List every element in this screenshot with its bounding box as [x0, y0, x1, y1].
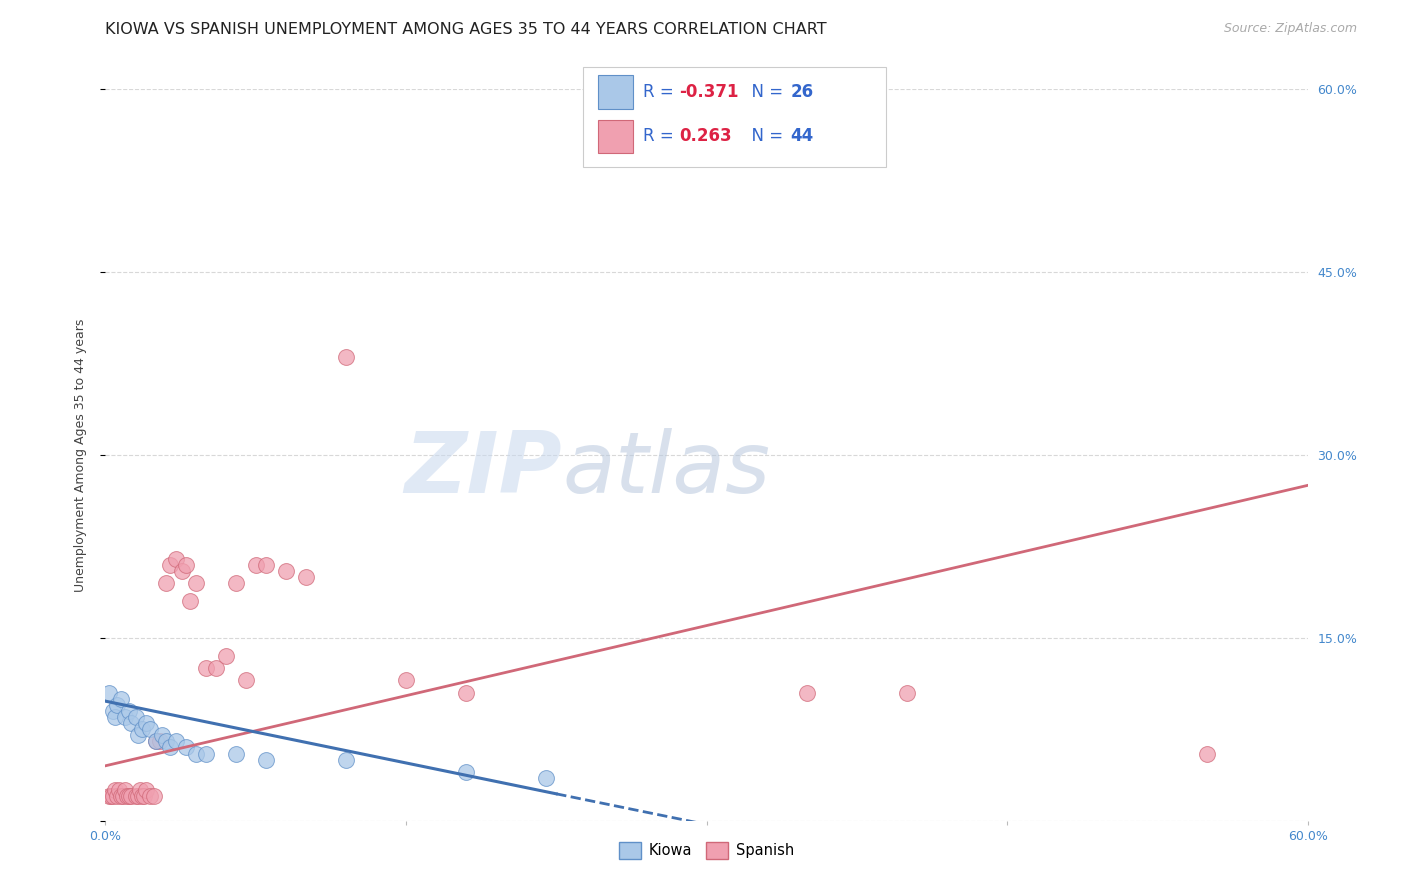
- Point: [132, 789, 155, 804]
- Point: [454, 686, 477, 700]
- Point: [254, 753, 277, 767]
- Point: [118, 789, 141, 804]
- Legend: Kiowa, Spanish: Kiowa, Spanish: [613, 836, 800, 864]
- Point: [184, 747, 207, 761]
- Point: [1197, 747, 1219, 761]
- Point: [131, 789, 153, 804]
- Point: [121, 789, 143, 804]
- Point: [194, 747, 217, 761]
- Point: [184, 576, 207, 591]
- Point: [110, 691, 132, 706]
- Point: [103, 789, 125, 804]
- Point: [165, 551, 187, 566]
- Point: [107, 789, 129, 804]
- Text: ZIP: ZIP: [405, 428, 562, 511]
- Point: [174, 558, 197, 572]
- Point: [104, 783, 127, 797]
- Point: [114, 710, 136, 724]
- Point: [145, 734, 167, 748]
- Text: R =: R =: [643, 83, 679, 101]
- Point: [138, 723, 160, 737]
- Point: [150, 728, 173, 742]
- Text: 26: 26: [790, 83, 813, 101]
- Point: [896, 686, 918, 700]
- Point: [138, 789, 160, 804]
- Point: [135, 716, 157, 731]
- Point: [454, 764, 477, 779]
- Point: [142, 789, 165, 804]
- Point: [159, 558, 181, 572]
- Point: [796, 686, 818, 700]
- Point: [335, 351, 357, 365]
- Point: [124, 789, 146, 804]
- Y-axis label: Unemployment Among Ages 35 to 44 years: Unemployment Among Ages 35 to 44 years: [75, 318, 87, 591]
- Text: Source: ZipAtlas.com: Source: ZipAtlas.com: [1223, 22, 1357, 36]
- Point: [104, 710, 127, 724]
- Point: [121, 716, 143, 731]
- Point: [131, 723, 153, 737]
- Point: [124, 710, 146, 724]
- Point: [100, 789, 122, 804]
- Text: 0.263: 0.263: [679, 128, 731, 145]
- Text: R =: R =: [643, 128, 679, 145]
- Point: [204, 661, 226, 675]
- Point: [107, 698, 129, 712]
- Point: [108, 783, 131, 797]
- Point: [135, 783, 157, 797]
- Point: [114, 783, 136, 797]
- Point: [112, 789, 135, 804]
- Point: [127, 789, 149, 804]
- Text: -0.371: -0.371: [679, 83, 738, 101]
- Point: [254, 558, 277, 572]
- Point: [145, 734, 167, 748]
- Point: [103, 704, 125, 718]
- Point: [117, 789, 139, 804]
- Text: N =: N =: [741, 83, 789, 101]
- Point: [174, 740, 197, 755]
- Point: [179, 594, 201, 608]
- Point: [110, 789, 132, 804]
- Point: [155, 576, 177, 591]
- Point: [225, 747, 247, 761]
- Point: [98, 789, 121, 804]
- Text: KIOWA VS SPANISH UNEMPLOYMENT AMONG AGES 35 TO 44 YEARS CORRELATION CHART: KIOWA VS SPANISH UNEMPLOYMENT AMONG AGES…: [105, 22, 827, 37]
- Point: [155, 734, 177, 748]
- Point: [534, 771, 557, 785]
- Text: N =: N =: [741, 128, 789, 145]
- Point: [274, 564, 297, 578]
- Point: [194, 661, 217, 675]
- Point: [98, 686, 121, 700]
- Point: [225, 576, 247, 591]
- Point: [170, 564, 193, 578]
- Point: [335, 753, 357, 767]
- Text: atlas: atlas: [562, 428, 770, 511]
- Point: [214, 649, 236, 664]
- Text: 44: 44: [790, 128, 814, 145]
- Point: [235, 673, 257, 688]
- Point: [395, 673, 418, 688]
- Point: [165, 734, 187, 748]
- Point: [118, 704, 141, 718]
- Point: [148, 734, 170, 748]
- Point: [159, 740, 181, 755]
- Point: [245, 558, 267, 572]
- Point: [128, 783, 150, 797]
- Point: [127, 728, 149, 742]
- Point: [295, 570, 318, 584]
